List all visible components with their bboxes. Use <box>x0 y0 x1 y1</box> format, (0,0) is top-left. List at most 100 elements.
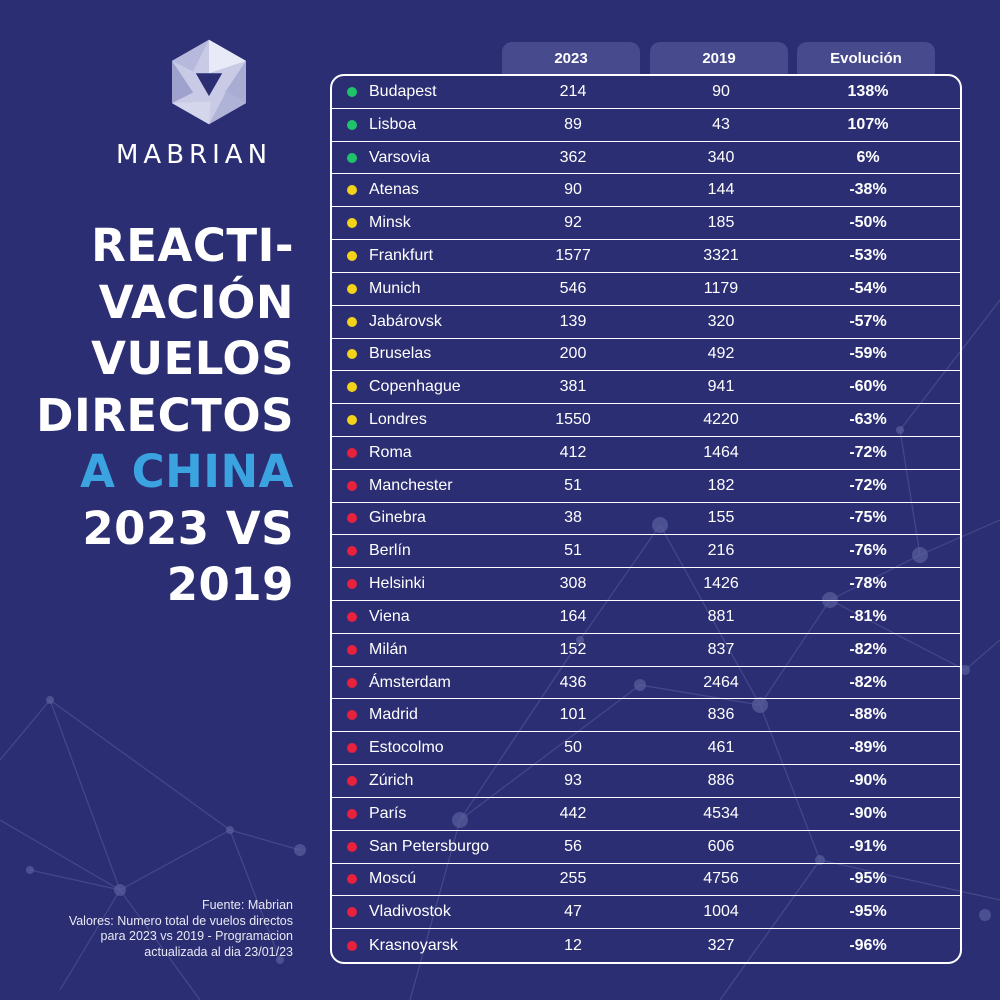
evolution-cell: -89% <box>849 739 887 757</box>
city-cell: Ámsterdam <box>369 673 451 691</box>
city-cell: Moscú <box>369 870 417 888</box>
value-2023-cell: 90 <box>564 181 582 199</box>
evolution-cell: -90% <box>849 772 887 790</box>
value-2019-cell: 155 <box>707 509 735 527</box>
value-2019-cell: 886 <box>707 772 735 790</box>
value-2019-cell: 1464 <box>703 443 739 461</box>
table-row: Minsk 92 185 -50% <box>332 207 960 241</box>
table-row: Frankfurt 1577 3321 -53% <box>332 240 960 273</box>
flights-table: Budapest 214 90 138% Lisboa 89 43 107% Varsovia 3… <box>330 74 962 964</box>
table-row: Varsovia 362 340 6% <box>332 142 960 175</box>
status-dot-icon <box>347 349 357 360</box>
table-row: Helsinki 308 1426 -78% <box>332 568 960 602</box>
status-dot-icon <box>347 415 357 426</box>
value-2019-cell: 837 <box>707 640 735 658</box>
value-2023-cell: 412 <box>559 443 587 461</box>
table-row: Madrid 101 836 -88% <box>332 699 960 733</box>
value-2023-cell: 1577 <box>555 246 591 264</box>
city-cell: Berlín <box>369 542 411 560</box>
status-dot-icon <box>347 743 357 754</box>
city-cell: Ginebra <box>369 509 426 527</box>
value-2023-cell: 436 <box>559 673 587 691</box>
table-row: Krasnoyarsk 12 327 -96% <box>332 929 960 962</box>
evolution-cell: -50% <box>849 214 887 232</box>
value-2023-cell: 12 <box>564 936 582 954</box>
city-cell: Estocolmo <box>369 739 444 757</box>
value-2019-cell: 1426 <box>703 575 739 593</box>
headline-line: VACIÓN <box>98 275 294 329</box>
city-cell: Vladivostok <box>369 903 451 921</box>
status-dot-icon <box>347 841 357 852</box>
value-2019-cell: 320 <box>707 312 735 330</box>
evolution-cell: -75% <box>849 509 887 527</box>
value-2019-cell: 3321 <box>703 246 739 264</box>
status-dot-icon <box>347 86 357 97</box>
evolution-cell: -72% <box>849 476 887 494</box>
value-2019-cell: 327 <box>707 936 735 954</box>
value-2019-cell: 1004 <box>703 903 739 921</box>
table-row: Ámsterdam 436 2464 -82% <box>332 667 960 700</box>
table-row: Londres 1550 4220 -63% <box>332 404 960 437</box>
status-dot-icon <box>347 316 357 327</box>
table-row: Zúrich 93 886 -90% <box>332 765 960 798</box>
city-cell: Copenhague <box>369 378 461 396</box>
table-row: Berlín 51 216 -76% <box>332 535 960 569</box>
evolution-cell: -82% <box>849 640 887 658</box>
hexagon-logo-icon <box>172 39 246 125</box>
evolution-cell: -54% <box>849 279 887 297</box>
headline-line: DIRECTOS <box>36 388 294 442</box>
value-2023-cell: 381 <box>559 378 587 396</box>
evolution-cell: -88% <box>849 706 887 724</box>
source-footnote: Fuente: Mabrian Valores: Numero total de… <box>69 898 293 960</box>
value-2023-cell: 92 <box>564 214 582 232</box>
value-2023-cell: 56 <box>564 837 582 855</box>
status-dot-icon <box>347 283 357 294</box>
value-2019-cell: 461 <box>707 739 735 757</box>
value-2023-cell: 152 <box>559 640 587 658</box>
value-2019-cell: 4534 <box>703 804 739 822</box>
headline-accent-line: A CHINA <box>80 445 294 498</box>
city-cell: Krasnoyarsk <box>369 936 458 954</box>
status-dot-icon <box>347 185 357 196</box>
headline: REACTI- VACIÓN VUELOS DIRECTOS A CHINA 2… <box>36 218 294 614</box>
city-cell: Helsinki <box>369 575 426 593</box>
table-row: Moscú 255 4756 -95% <box>332 864 960 897</box>
value-2019-cell: 90 <box>712 82 730 100</box>
city-cell: Viena <box>369 607 410 625</box>
table-row: Estocolmo 50 461 -89% <box>332 732 960 766</box>
evolution-cell: -78% <box>849 575 887 593</box>
value-2019-cell: 1179 <box>703 279 739 297</box>
value-2023-cell: 362 <box>559 148 587 166</box>
value-2019-cell: 606 <box>707 837 735 855</box>
value-2019-cell: 492 <box>707 345 735 363</box>
city-cell: Varsovia <box>369 148 431 166</box>
table-row: Vladivostok 47 1004 -95% <box>332 896 960 930</box>
city-cell: San Petersburgo <box>369 837 490 855</box>
footnote-line: actualizada al dia 23/01/23 <box>144 944 293 959</box>
table-row: Budapest 214 90 138% <box>332 76 960 109</box>
table-row: Jabárovsk 139 320 -57% <box>332 306 960 339</box>
value-2019-cell: 881 <box>707 607 735 625</box>
headline-line: 2019 <box>166 558 294 611</box>
evolution-cell: -59% <box>849 345 887 363</box>
table-row: París 442 4534 -90% <box>332 798 960 831</box>
evolution-cell: -90% <box>849 804 887 822</box>
table-row: Copenhague 381 941 -60% <box>332 371 960 405</box>
status-dot-icon <box>347 546 357 557</box>
evolution-cell: -96% <box>849 936 887 954</box>
value-2019-cell: 182 <box>707 476 735 494</box>
headline-line: 2023 VS <box>82 501 294 555</box>
status-dot-icon <box>347 644 357 655</box>
footnote-line: para 2023 vs 2019 - Programacion <box>100 929 293 943</box>
status-dot-icon <box>347 710 357 721</box>
city-cell: Budapest <box>369 82 437 100</box>
evolution-cell: 138% <box>847 82 889 100</box>
evolution-cell: -60% <box>849 378 887 396</box>
brand-name: MABRIAN <box>116 140 273 170</box>
value-2019-cell: 941 <box>707 378 735 396</box>
headline-line: REACTI- <box>91 219 294 272</box>
value-2019-cell: 43 <box>712 115 730 133</box>
status-dot-icon <box>347 579 357 590</box>
status-dot-icon <box>347 874 357 885</box>
city-cell: Zúrich <box>369 772 414 790</box>
